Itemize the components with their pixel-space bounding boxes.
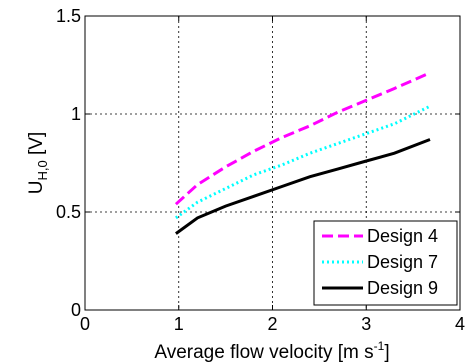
y-tick-label: 1 bbox=[71, 104, 81, 124]
y-tick-label: 0.5 bbox=[56, 202, 81, 222]
x-axis-label-end: ] bbox=[384, 342, 389, 363]
y-axis-label: UH,0 [V] bbox=[26, 132, 50, 194]
x-tick-label: 4 bbox=[455, 314, 465, 334]
legend-label-2: Design 7 bbox=[367, 252, 438, 272]
x-axis-label: Average flow velocity [m s-1] bbox=[154, 339, 389, 363]
x-tick-label: 2 bbox=[267, 314, 277, 334]
legend-label-3: Design 9 bbox=[367, 278, 438, 298]
y-axis-label-end: [V] bbox=[26, 132, 47, 161]
y-tick-label: 0 bbox=[71, 300, 81, 320]
y-tick-labels: 0 0.5 1 1.5 bbox=[56, 6, 81, 320]
x-tick-label: 3 bbox=[361, 314, 371, 334]
y-tick-label: 1.5 bbox=[56, 6, 81, 26]
x-tick-label: 1 bbox=[174, 314, 184, 334]
legend-label-1: Design 4 bbox=[367, 226, 438, 246]
y-axis-label-subscript: H,0 bbox=[35, 160, 50, 180]
x-axis-label-superscript: -1 bbox=[374, 339, 385, 353]
x-tick-labels: 0 1 2 3 4 bbox=[80, 314, 465, 334]
legend: Design 4 Design 7 Design 9 bbox=[314, 221, 457, 305]
x-tick-label: 0 bbox=[80, 314, 90, 334]
